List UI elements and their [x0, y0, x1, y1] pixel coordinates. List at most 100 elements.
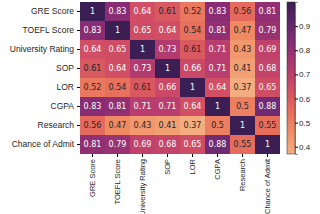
data-label: 0.79: [259, 26, 277, 35]
heatmap-cell: [205, 97, 230, 116]
data-label: 0.68: [259, 64, 277, 73]
heatmap-cell: [105, 21, 130, 40]
x-tick: Chance of Admit: [263, 154, 272, 214]
x-tick-label: GRE Score: [88, 159, 97, 197]
y-tick: TOEFL Score: [23, 25, 81, 35]
heatmap-cell: [205, 116, 230, 135]
heatmap-cell: [180, 135, 205, 154]
data-label: 0.61: [134, 83, 152, 92]
heatmap-cell: [255, 2, 280, 21]
heatmap-cell: [230, 59, 255, 78]
heatmap-cell: [105, 135, 130, 154]
y-tick: Chance of Admit: [12, 139, 80, 149]
data-label: 1: [240, 121, 245, 130]
data-label: 0.52: [184, 7, 202, 16]
y-tick: SOP: [56, 63, 80, 73]
heatmap-cell: [205, 59, 230, 78]
y-tick-label: CGPA: [51, 101, 75, 111]
heatmap-cell: [255, 40, 280, 59]
x-tick-label: University Rating: [138, 159, 147, 214]
x-tick: Research: [238, 154, 247, 191]
data-label: 0.88: [259, 102, 277, 111]
cells: [80, 2, 280, 154]
colorbar-tick: 0.9: [295, 22, 311, 31]
x-tick-mark: [92, 154, 93, 157]
data-label: 0.69: [259, 45, 277, 54]
heatmap-cell: [230, 78, 255, 97]
y-tick-label: University Rating: [10, 44, 75, 54]
data-label: 0.83: [84, 102, 102, 111]
x-tick-label: CGPA: [213, 159, 222, 180]
colorbar-tick-label: 0.9: [299, 22, 311, 31]
colorbar-tick-mark: [295, 99, 298, 100]
colorbar-tick-mark: [295, 123, 298, 124]
data-label: 0.55: [259, 121, 277, 130]
chart: 10.830.640.610.520.830.560.810.8310.650.…: [0, 0, 320, 214]
data-label: 0.71: [159, 102, 177, 111]
data-label: 0.64: [184, 102, 202, 111]
data-label: 0.43: [234, 45, 252, 54]
heatmap-cell: [255, 116, 280, 135]
colorbar-tick-label: 0.7: [299, 70, 311, 79]
data-label: 0.68: [159, 140, 177, 149]
colorbar-tick-label: 0.8: [299, 46, 311, 55]
x-tick: GRE Score: [88, 154, 97, 197]
data-label: 0.5: [236, 102, 249, 111]
data-label: 0.64: [159, 26, 177, 35]
y-tick-mark: [77, 30, 80, 31]
heatmap-cell: [205, 2, 230, 21]
data-label: 0.41: [234, 64, 252, 73]
heatmap-cell: [105, 2, 130, 21]
heatmap-cell: [105, 116, 130, 135]
colorbar-tick: 0.6: [295, 95, 311, 104]
data-label: 0.81: [259, 7, 277, 16]
heatmap-cell: [155, 78, 180, 97]
data-label: 0.64: [84, 45, 102, 54]
heatmap-cell: [180, 116, 205, 135]
colorbar: [287, 2, 295, 154]
y-tick-mark: [77, 49, 80, 50]
data-label: 0.66: [159, 83, 177, 92]
y-tick: GRE Score: [31, 6, 80, 16]
data-label: 0.47: [234, 26, 252, 35]
heatmap-cell: [105, 97, 130, 116]
heatmap-cell: [155, 21, 180, 40]
data-label: 0.61: [159, 7, 177, 16]
data-label: 0.52: [84, 83, 102, 92]
x-tick-mark: [217, 154, 218, 157]
y-tick: CGPA: [51, 101, 80, 111]
colorbar-tick-mark: [295, 147, 298, 148]
heatmap-cell: [180, 2, 205, 21]
heatmap-cell: [230, 21, 255, 40]
y-tick-label: Chance of Admit: [12, 139, 75, 149]
data-label: 0.83: [84, 26, 102, 35]
x-tick: CGPA: [213, 154, 222, 180]
data-label: 0.54: [109, 83, 127, 92]
heatmap-cell: [130, 116, 155, 135]
colorbar-tick-label: 0.5: [299, 119, 311, 128]
data-label: 0.37: [184, 121, 202, 130]
data-label: 0.37: [234, 83, 252, 92]
data-label: 0.71: [134, 102, 152, 111]
data-label: 0.88: [209, 140, 227, 149]
heatmap-cell: [155, 40, 180, 59]
data-label: 0.41: [159, 121, 177, 130]
data-label: 1: [190, 83, 195, 92]
data-label: 1: [165, 64, 170, 73]
heatmap-cell: [255, 97, 280, 116]
x-axis: GRE ScoreTOEFL ScoreUniversity RatingSOP…: [88, 154, 272, 214]
x-tick-label: Research: [238, 159, 247, 191]
data-label: 0.61: [84, 64, 102, 73]
y-tick: LOR: [57, 82, 80, 92]
y-tick-label: GRE Score: [31, 6, 74, 16]
colorbar-tick: 0.7: [295, 70, 311, 79]
heatmap-cell: [255, 21, 280, 40]
data-label: 0.69: [134, 140, 152, 149]
data-label: 0.79: [109, 140, 127, 149]
heatmap-cell: [155, 2, 180, 21]
heatmap-cell: [255, 135, 280, 154]
data-label: 0.64: [109, 64, 127, 73]
data-label: 0.73: [159, 45, 177, 54]
data-label: 1: [215, 102, 220, 111]
heatmap-cell: [155, 59, 180, 78]
